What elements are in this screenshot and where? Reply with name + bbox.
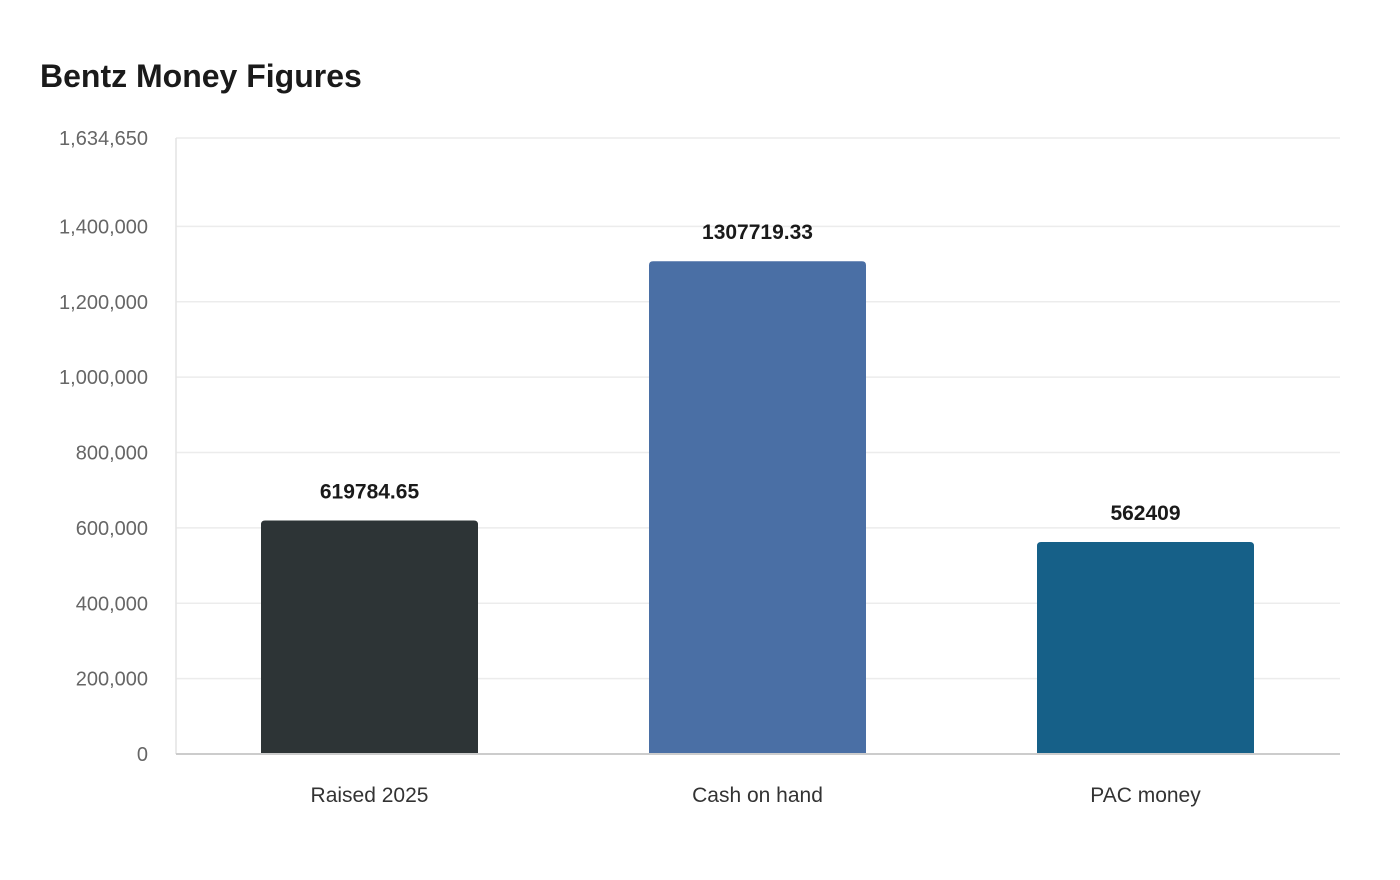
data-label: 1307719.33 xyxy=(702,221,813,244)
x-tick-label: Raised 2025 xyxy=(311,784,429,807)
data-label: 562409 xyxy=(1110,502,1180,525)
y-tick-label: 200,000 xyxy=(76,669,148,691)
x-tick-label: PAC money xyxy=(1090,784,1201,807)
y-tick-label: 1,000,000 xyxy=(59,367,148,389)
chart-title: Bentz Money Figures xyxy=(40,58,362,94)
y-tick-label: 800,000 xyxy=(76,443,148,465)
bar-raised-2025[interactable] xyxy=(261,520,478,754)
y-tick-label: 1,634,650 xyxy=(59,128,148,150)
bar-pac-money[interactable] xyxy=(1037,542,1254,754)
y-tick-label: 400,000 xyxy=(76,593,148,615)
y-tick-label: 0 xyxy=(137,744,148,766)
data-label: 619784.65 xyxy=(320,480,420,503)
y-tick-label: 1,200,000 xyxy=(59,292,148,314)
y-tick-label: 1,400,000 xyxy=(59,216,148,238)
x-tick-label: Cash on hand xyxy=(692,784,823,807)
y-tick-label: 600,000 xyxy=(76,518,148,540)
bar-cash-on-hand[interactable] xyxy=(649,261,866,754)
